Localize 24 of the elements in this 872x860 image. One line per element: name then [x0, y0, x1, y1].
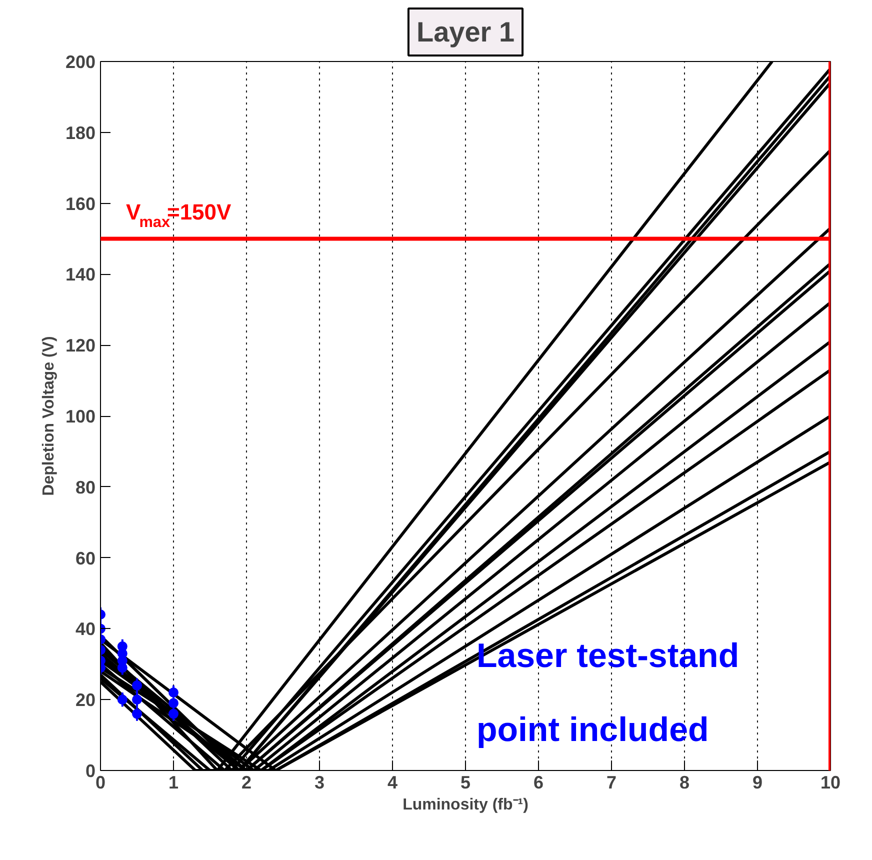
chart-title: Layer 1 — [416, 16, 515, 48]
x-tick-label: 8 — [679, 772, 690, 792]
y-axis-title: Depletion Voltage (V) — [40, 336, 58, 496]
y-tick-label: 160 — [65, 194, 96, 214]
y-tick-label: 60 — [75, 548, 96, 568]
x-tick-label: 6 — [533, 772, 544, 792]
x-tick-label: 10 — [820, 772, 841, 792]
y-tick-label: 180 — [65, 122, 96, 143]
x-tick-label: 3 — [314, 772, 325, 792]
y-tick-label: 20 — [75, 690, 96, 710]
x-tick-label: 7 — [606, 772, 617, 792]
x-tick-label: 4 — [387, 772, 398, 792]
x-tick-label: 2 — [241, 772, 252, 792]
annotation: Laser test-stand point included — [476, 636, 740, 750]
x-tick-label: 5 — [460, 772, 471, 792]
y-tick-label: 40 — [75, 619, 96, 640]
y-tick-label: 80 — [75, 477, 96, 498]
y-tick-label: 120 — [65, 336, 96, 356]
y-tick-label: 100 — [65, 406, 96, 426]
y-tick-label: 140 — [65, 264, 96, 285]
x-tick-label: 1 — [168, 772, 179, 792]
y-tick-label: 200 — [65, 52, 96, 72]
x-axis-title: Luminosity (fb⁻¹) — [402, 796, 528, 814]
x-tick-label: 9 — [752, 772, 763, 792]
